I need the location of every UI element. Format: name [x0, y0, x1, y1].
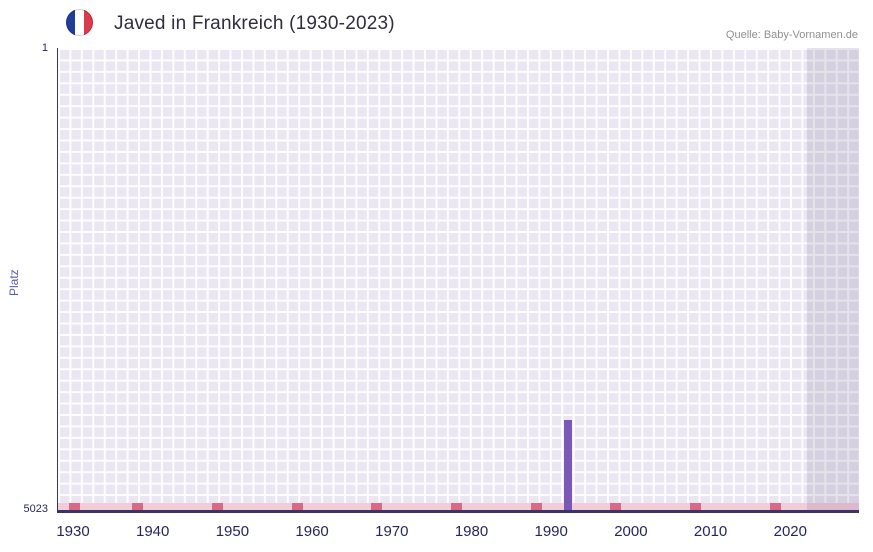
x-tick-label: 2020 [773, 523, 807, 540]
french-flag-icon [66, 9, 93, 36]
x-tick-label: 1970 [375, 523, 409, 540]
x-tick-label: 2010 [693, 523, 728, 540]
y-axis-bottom-label: 5023 [23, 503, 48, 515]
bottom-year-marker [769, 503, 781, 510]
bottom-year-marker [132, 503, 144, 510]
x-tick-label: 1950 [215, 523, 250, 540]
x-tick-label: 1930 [56, 523, 90, 540]
bottom-year-marker [291, 503, 303, 510]
x-tick-label: 1960 [295, 523, 329, 540]
bottom-year-marker [211, 503, 223, 510]
bottom-year-marker [530, 503, 542, 510]
x-tick-label: 1990 [534, 523, 568, 540]
x-tick-label: 1940 [136, 523, 170, 540]
bottom-year-marker [68, 503, 80, 510]
recent-years-shaded-band [807, 48, 859, 510]
y-axis-top-label: 1 [41, 42, 48, 54]
bottom-year-marker [371, 503, 383, 510]
bottom-year-marker [451, 503, 463, 510]
rank-bar[interactable] [564, 420, 573, 510]
chart-title: Javed in Frankreich (1930-2023) [114, 13, 395, 34]
source-attribution: Quelle: Baby-Vornamen.de [725, 29, 858, 41]
bottom-year-marker [610, 503, 622, 510]
x-tick-label: 2000 [614, 523, 648, 540]
plot-area[interactable] [57, 48, 859, 513]
x-axis: 1930 1940 1950 1960 1970 1980 1990 2000 2010 2020 [56, 523, 858, 543]
x-tick-label: 1980 [454, 523, 489, 540]
bottom-year-marker [690, 503, 702, 510]
y-axis-title: Platz [7, 269, 21, 296]
